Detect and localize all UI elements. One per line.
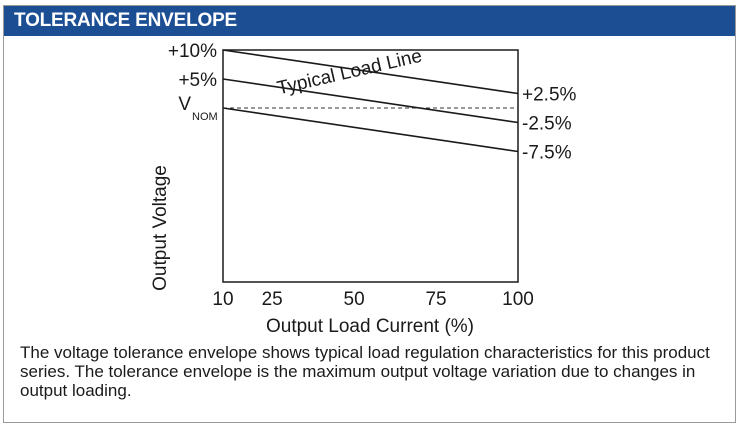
typical-load-line-annotation: Typical Load Line (275, 46, 424, 100)
x-tick-label: 75 (425, 289, 446, 310)
y-tick-label: +10% (168, 41, 217, 62)
plot-area (222, 49, 519, 283)
x-tick-label: 25 (262, 289, 283, 310)
y-tick-label: V (178, 94, 191, 115)
panel-header: TOLERANCE ENVELOPE (4, 6, 735, 36)
y-axis-label: Output Voltage (150, 165, 171, 291)
x-tick-label: 50 (344, 289, 365, 310)
x-axis-label: Output Load Current (%) (266, 316, 474, 337)
chart-caption: The voltage tolerance envelope shows typ… (20, 343, 710, 400)
tolerance-line-end-label: +2.5% (522, 85, 577, 106)
tolerance-line-2 (222, 78, 519, 124)
tolerance-line-end-label: -7.5% (522, 143, 572, 164)
tolerance-line-1 (222, 49, 519, 95)
y-tick-label: +5% (178, 70, 217, 91)
tolerance-envelope-panel: TOLERANCE ENVELOPE (3, 5, 736, 423)
tolerance-line-3 (222, 107, 519, 153)
x-tick-label: 10 (212, 289, 233, 310)
tolerance-line-end-label: -2.5% (522, 114, 572, 135)
x-tick-label: 100 (502, 289, 534, 310)
y-tick-label-subscript: NOM (192, 111, 218, 123)
